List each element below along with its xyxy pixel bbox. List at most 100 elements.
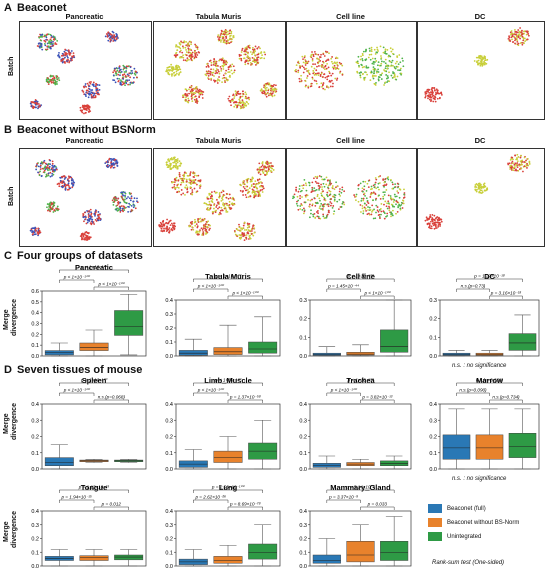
umap-point [180, 193, 183, 196]
umap-point [377, 210, 380, 213]
umap-point [223, 39, 226, 41]
umap-point [85, 230, 88, 233]
umap-point [269, 94, 272, 96]
umap-point [79, 106, 82, 109]
umap-point [181, 51, 184, 54]
y-tick-label: 0.2 [31, 435, 39, 441]
umap-point [170, 167, 173, 170]
umap-point [268, 162, 271, 165]
umap-point [123, 73, 126, 76]
umap-point [109, 158, 112, 160]
umap-point [41, 48, 44, 51]
umap-point [311, 204, 314, 207]
umap-point [244, 189, 247, 192]
umap-point [433, 223, 436, 226]
umap-point [318, 56, 321, 58]
umap-point [207, 74, 210, 77]
umap-point [55, 75, 58, 77]
umap-point [205, 228, 208, 231]
umap-point [478, 187, 481, 190]
umap-point [179, 71, 182, 73]
umap-point [184, 186, 187, 189]
umap-point [391, 214, 394, 217]
box [475, 434, 504, 460]
umap-point [111, 163, 113, 166]
umap-point [114, 35, 117, 38]
umap-point [222, 33, 225, 36]
umap-point [270, 170, 273, 173]
umap-point [56, 205, 59, 208]
umap-point [358, 64, 360, 67]
umap-point [312, 63, 314, 66]
umap-point [182, 192, 185, 195]
umap-point [299, 208, 302, 210]
umap-point [526, 157, 529, 160]
umap-point [320, 72, 323, 75]
umap-a-pancreatic [19, 21, 152, 120]
umap-point [190, 95, 193, 98]
umap-point [181, 177, 183, 180]
umap-point [326, 78, 329, 81]
umap-point [231, 99, 234, 102]
umap-point [298, 77, 301, 80]
umap-point [253, 51, 256, 54]
umap-point [509, 31, 512, 34]
umap-point [171, 181, 173, 184]
y-tick-label: 0.4 [165, 509, 173, 515]
umap-point [175, 54, 177, 57]
umap-point [220, 69, 223, 72]
umap-point [226, 30, 229, 33]
umap-point [162, 224, 165, 227]
umap-point [338, 61, 341, 64]
umap-point [112, 74, 115, 77]
p-value-label: p < 1×10⁻¹⁰⁰ [63, 275, 91, 280]
umap-point [249, 229, 252, 232]
umap-point [30, 105, 33, 108]
umap-point [383, 194, 386, 196]
umap-point [218, 196, 221, 199]
umap-point [402, 202, 405, 205]
chart-title: Tabula Muris [205, 272, 251, 281]
umap-point [390, 178, 392, 181]
umap-point [122, 64, 125, 67]
y-tick-label: 0.4 [31, 509, 39, 515]
section-c-letter: C [4, 250, 12, 262]
umap-point [89, 110, 92, 113]
umap-point [233, 105, 236, 108]
umap-point [46, 175, 48, 177]
umap-point [382, 197, 385, 200]
umap-point [293, 193, 296, 196]
umap-point [316, 215, 319, 218]
umap-point [516, 34, 519, 37]
umap-point [186, 100, 189, 103]
umap-point [119, 69, 121, 71]
umap-point [223, 76, 226, 79]
umap-point [236, 91, 239, 94]
umap-point [511, 160, 514, 163]
umap-point [301, 196, 303, 198]
umap-point [254, 190, 257, 193]
umap-point [310, 212, 312, 215]
umap-point [361, 66, 364, 69]
umap-point [189, 48, 192, 51]
umap-point [307, 86, 310, 89]
umap-point [98, 84, 101, 86]
umap-point [183, 175, 186, 177]
umap-point [170, 222, 173, 225]
umap-point [312, 69, 315, 72]
umap-point [220, 200, 223, 202]
chart-title: Cell line [346, 272, 375, 281]
umap-a-title-2: Tabula Muris [195, 12, 242, 21]
umap-point [371, 62, 374, 65]
umap-point [400, 203, 403, 206]
umap-point [206, 197, 209, 200]
umap-point [106, 166, 109, 169]
umap-point [523, 161, 526, 163]
umap-point [169, 168, 172, 170]
umap-point [263, 91, 266, 94]
y-tick-label: 0.4 [299, 509, 307, 515]
umap-point [117, 73, 120, 76]
